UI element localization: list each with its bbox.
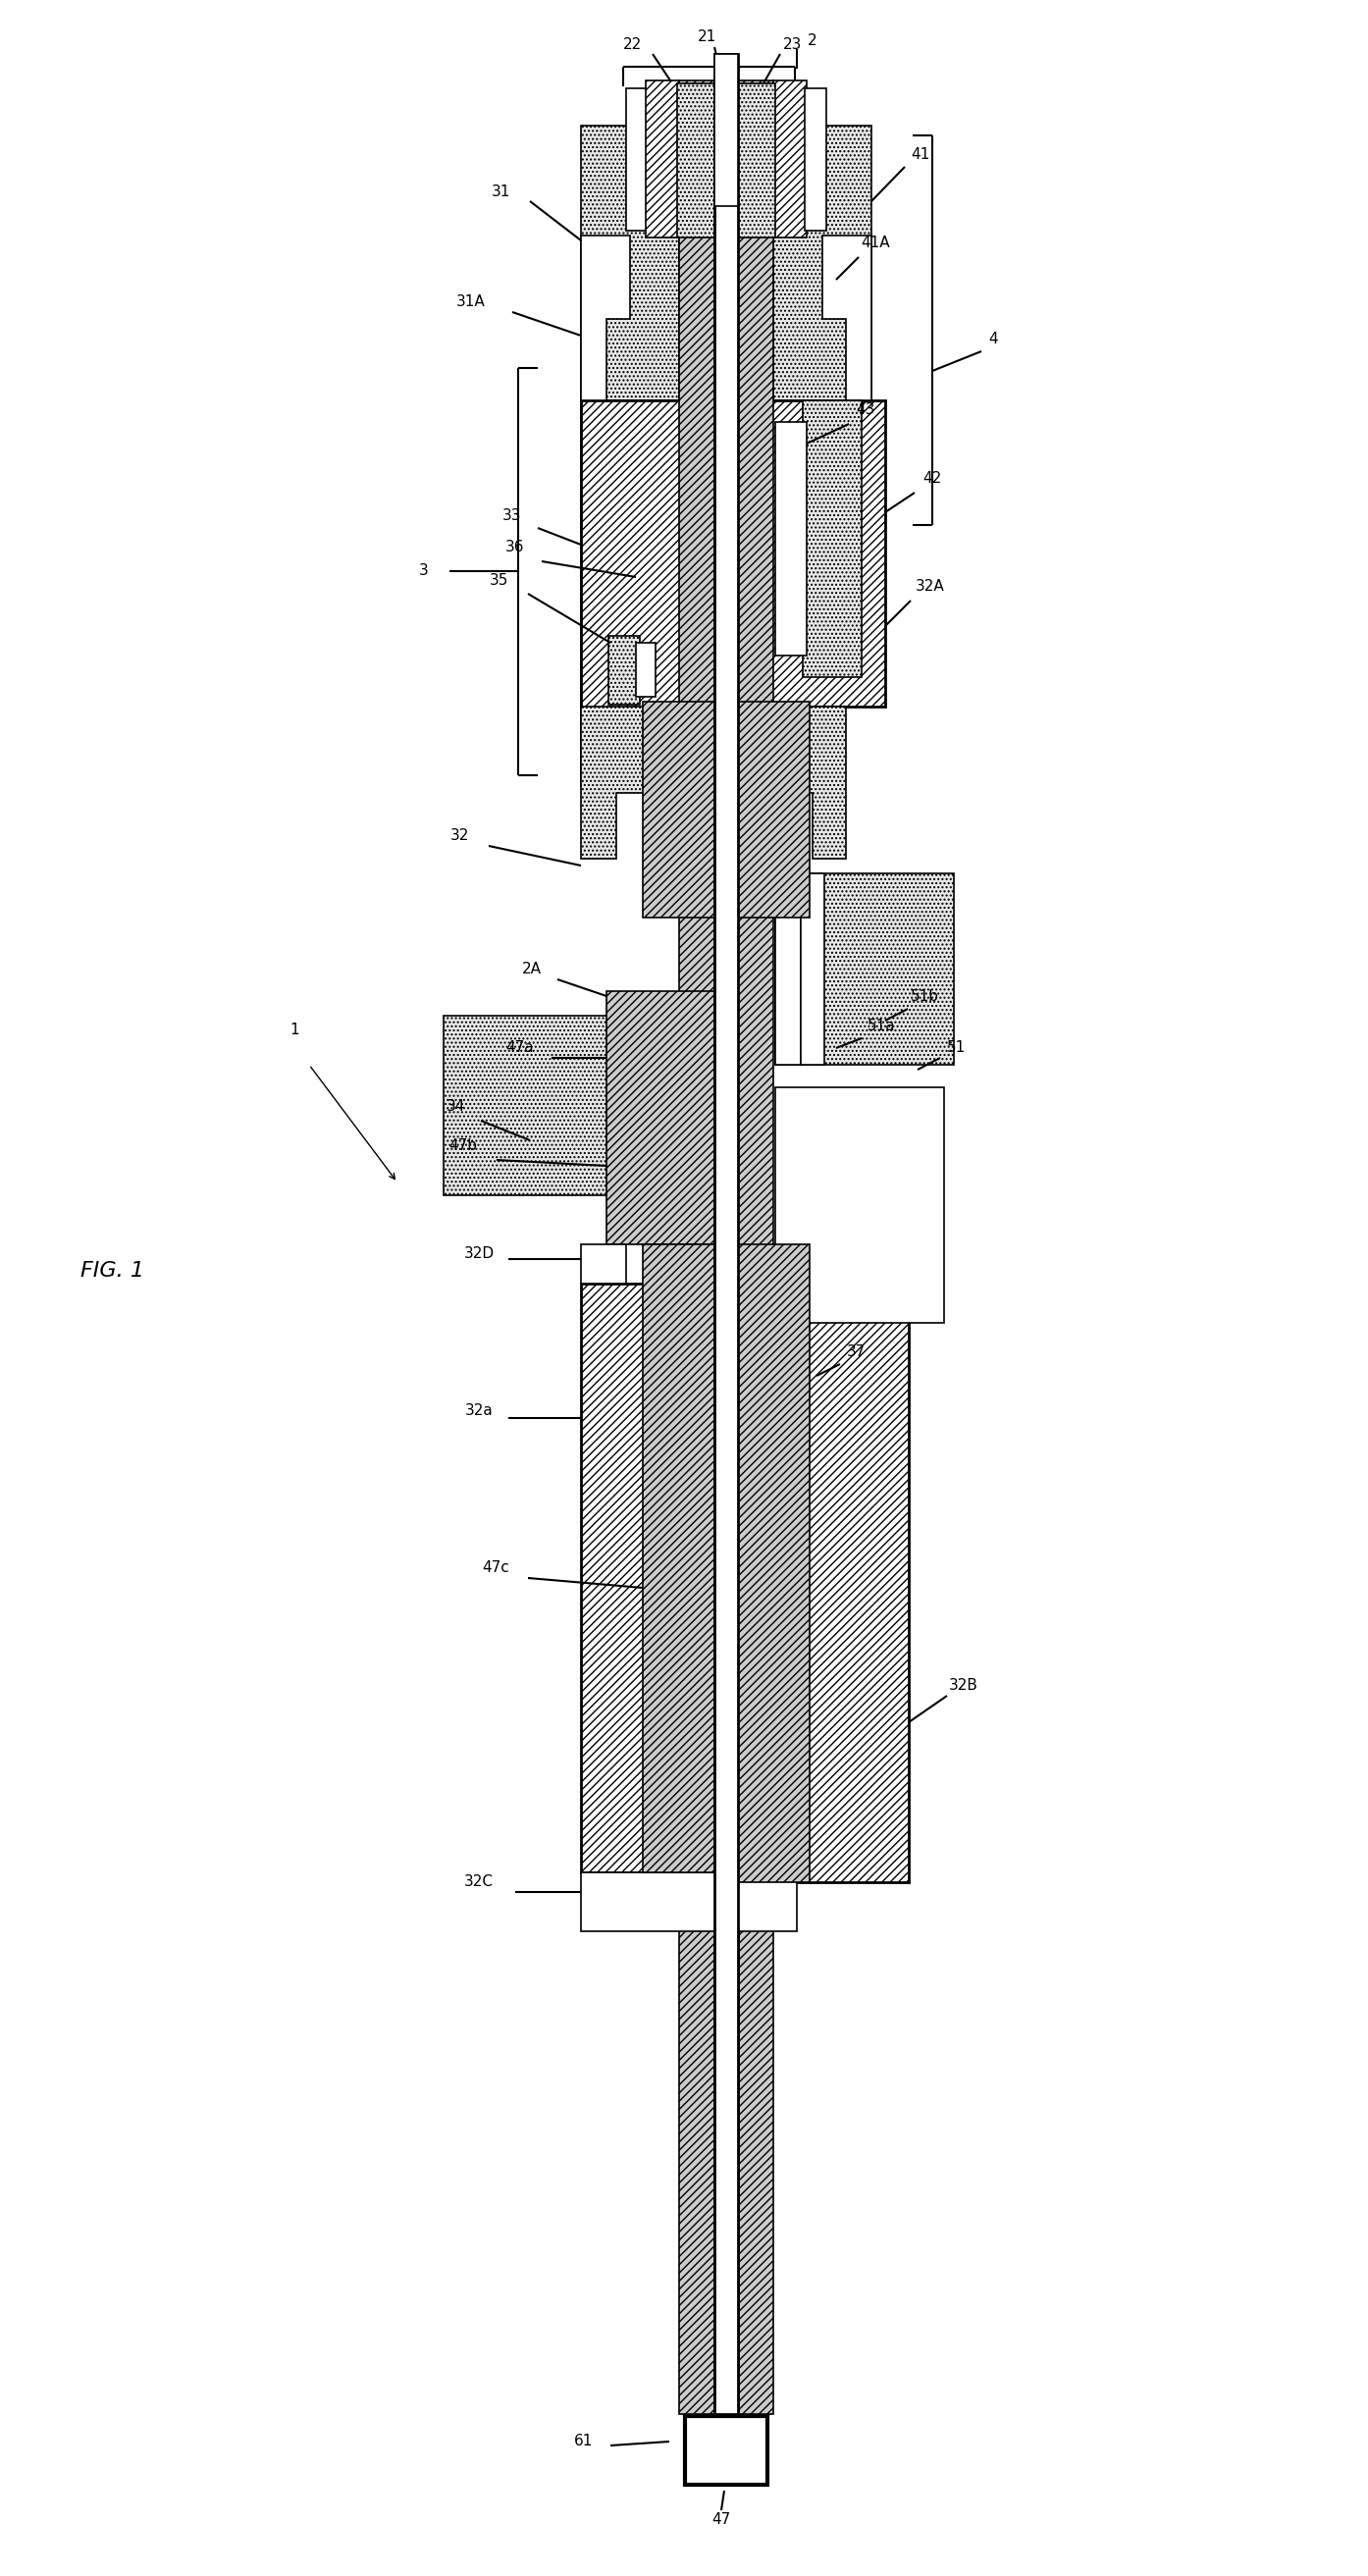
Bar bbox=[773, 126, 871, 399]
Text: FIG. 1: FIG. 1 bbox=[81, 1262, 145, 1280]
Text: 32a: 32a bbox=[465, 1404, 492, 1419]
Bar bbox=[714, 54, 737, 2414]
Text: 34: 34 bbox=[447, 1100, 466, 1115]
Bar bbox=[773, 80, 807, 237]
Bar bbox=[443, 1015, 650, 1195]
Polygon shape bbox=[581, 234, 631, 399]
Bar bbox=[609, 636, 640, 706]
Text: 47c: 47c bbox=[482, 1561, 509, 1577]
Text: 37: 37 bbox=[847, 1345, 865, 1360]
Text: 33: 33 bbox=[502, 507, 521, 523]
Text: 42: 42 bbox=[923, 471, 941, 487]
Bar bbox=[776, 873, 800, 1064]
Bar bbox=[627, 88, 647, 232]
Text: 32: 32 bbox=[450, 829, 469, 842]
Polygon shape bbox=[581, 706, 650, 858]
Text: 32C: 32C bbox=[464, 1875, 494, 1891]
Text: 32D: 32D bbox=[464, 1247, 494, 1262]
Text: 4: 4 bbox=[989, 332, 997, 345]
Text: 35: 35 bbox=[488, 574, 508, 587]
Bar bbox=[804, 88, 826, 232]
Text: 47b: 47b bbox=[449, 1139, 477, 1154]
Bar bbox=[737, 701, 810, 917]
Text: 31A: 31A bbox=[457, 294, 486, 309]
Polygon shape bbox=[581, 1244, 627, 1283]
Bar bbox=[776, 873, 953, 1064]
Bar bbox=[803, 399, 862, 677]
Bar bbox=[737, 1293, 908, 1883]
Bar bbox=[636, 644, 655, 696]
Text: 21: 21 bbox=[698, 31, 715, 44]
Bar bbox=[581, 399, 679, 706]
Polygon shape bbox=[776, 706, 845, 858]
Bar bbox=[776, 1087, 944, 1324]
Text: 2: 2 bbox=[808, 33, 817, 49]
Text: 47: 47 bbox=[711, 2512, 731, 2527]
Text: 43: 43 bbox=[856, 402, 876, 417]
Bar bbox=[606, 992, 714, 1244]
Text: 36: 36 bbox=[506, 541, 525, 554]
Text: 31: 31 bbox=[491, 183, 510, 198]
Text: 2A: 2A bbox=[523, 963, 542, 976]
Bar bbox=[737, 82, 776, 237]
Bar bbox=[581, 1873, 796, 1932]
Text: 22: 22 bbox=[624, 39, 643, 52]
Bar bbox=[581, 126, 679, 399]
Text: 51b: 51b bbox=[910, 989, 938, 1005]
Bar bbox=[800, 873, 825, 1064]
Text: 3: 3 bbox=[419, 564, 428, 580]
Text: 47a: 47a bbox=[506, 1041, 534, 1056]
Text: 32A: 32A bbox=[915, 580, 945, 595]
Text: 32B: 32B bbox=[949, 1680, 978, 1692]
Bar bbox=[643, 1244, 714, 1873]
Bar bbox=[685, 2416, 767, 2486]
Text: 41A: 41A bbox=[860, 237, 891, 250]
Bar bbox=[581, 1283, 714, 1873]
Bar bbox=[737, 80, 773, 2414]
Bar bbox=[643, 701, 714, 917]
Bar bbox=[581, 399, 714, 786]
Bar bbox=[677, 82, 714, 237]
Text: 41: 41 bbox=[911, 147, 930, 162]
Bar bbox=[714, 54, 737, 206]
Text: 23: 23 bbox=[784, 39, 803, 52]
Bar bbox=[776, 422, 807, 654]
Bar bbox=[714, 1932, 737, 2416]
Bar bbox=[646, 80, 679, 237]
Text: 61: 61 bbox=[575, 2434, 594, 2450]
Bar bbox=[679, 80, 714, 2414]
Text: 51a: 51a bbox=[867, 1018, 895, 1033]
Text: 1: 1 bbox=[290, 1023, 300, 1038]
Bar bbox=[737, 1244, 810, 1883]
Bar bbox=[737, 399, 885, 706]
Text: 51: 51 bbox=[948, 1041, 966, 1056]
Polygon shape bbox=[822, 234, 871, 399]
